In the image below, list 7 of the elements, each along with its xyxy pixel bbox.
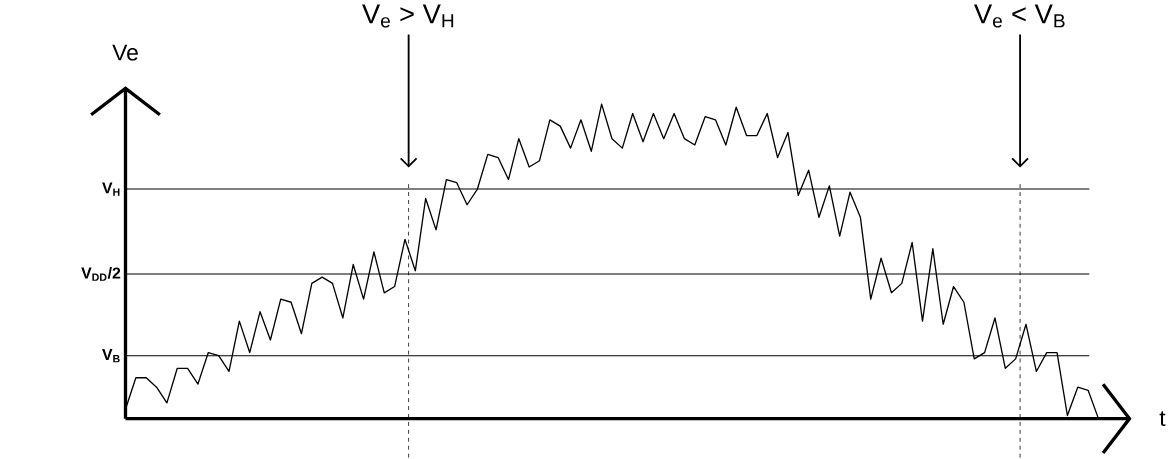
ref-line-label: V$_{B}$ — [102, 349, 120, 363]
x-axis-title: t — [1159, 411, 1166, 427]
y-axis-title: Ve — [112, 44, 138, 61]
text: V$_{e}$ > V$_{H}$ — [362, 4, 454, 28]
ref-line-label: V$_{DD}$/2 — [81, 267, 121, 282]
ref-line-label: V$_{H}$ — [102, 182, 120, 196]
text: V$_{e}$ < V$_{B}$ — [974, 4, 1065, 28]
